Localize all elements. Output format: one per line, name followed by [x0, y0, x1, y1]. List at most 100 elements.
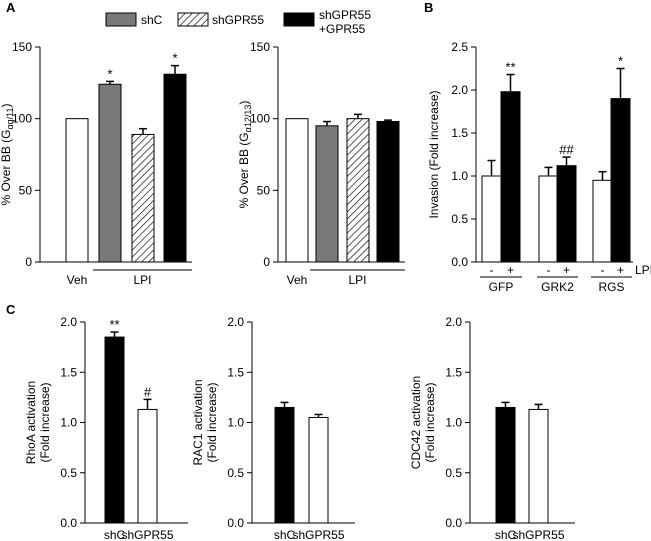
treatment-label: LPI: [635, 263, 651, 277]
y-tick-label: 0.5: [227, 466, 244, 480]
significance-label: *: [107, 66, 112, 81]
y-tick-label: 0: [25, 255, 32, 269]
chart-b-invasion: 0.0 0.5 1.0 1.5 2.0 2.5 ** ## * Invasion (Fold in…: [427, 40, 651, 294]
y-tick-label: 0.5: [60, 466, 77, 480]
significance-label: *: [172, 51, 177, 66]
y-tick-label: 0.0: [451, 255, 468, 269]
y-tick-label: 2.0: [451, 83, 468, 97]
bar: [610, 98, 631, 263]
y-tick-label: 2.0: [60, 315, 77, 329]
x-group-label: Veh: [67, 273, 88, 287]
y-axis-label: RhoA activation: [24, 381, 38, 464]
bar: [315, 125, 339, 263]
y-tick-label: 0.0: [60, 516, 77, 530]
treatment-sign: -: [601, 263, 605, 277]
y-tick-label: 1.5: [227, 365, 244, 379]
bar: [346, 118, 370, 263]
y-axis-label: RAC1 activation: [191, 379, 205, 465]
y-axis-label-line2: (Fold increase): [38, 382, 52, 462]
legend-swatch-shgpr55: [177, 12, 209, 27]
panel-label-c: C: [6, 302, 16, 317]
y-tick-label: 2.5: [451, 40, 468, 54]
x-group-label: LPI: [133, 273, 151, 287]
y-tick-label: 150: [12, 40, 32, 54]
y-tick-label: 0.5: [445, 466, 462, 480]
treatment-sign: -: [547, 263, 551, 277]
y-tick-label: 0: [263, 255, 270, 269]
bar: [98, 83, 122, 263]
y-tick-label: 1.0: [445, 416, 462, 430]
bar: [538, 175, 559, 263]
y-axis-label: Invasion (Fold increase): [427, 90, 441, 218]
bar: [274, 406, 295, 524]
chart-c-cdc42: 0.0 0.5 1.0 1.5 2.0 CDC42 activation (Fold inc…: [409, 315, 575, 541]
bar: [481, 175, 502, 263]
y-axis-label-line2: (Fold increase): [423, 382, 437, 462]
bar: [308, 416, 329, 524]
y-axis-label: % Over BB (Gαq/11): [0, 103, 15, 205]
bar: [131, 133, 155, 263]
x-group-label: Veh: [287, 273, 308, 287]
legend-label-shgpr55-gpr55: shGPR55: [319, 8, 371, 22]
x-group-label: RGS: [598, 280, 624, 294]
legend-label-shgpr55: shGPR55: [212, 13, 264, 27]
significance-label: **: [109, 317, 119, 332]
legend-label-shgpr55-gpr55-line2: +GPR55: [319, 22, 366, 36]
bar: [495, 406, 516, 524]
legend: shC shGPR55 shGPR55 +GPR55: [105, 8, 371, 36]
x-group-label: LPI: [348, 273, 366, 287]
chart-c-rac1: 0.0 0.5 1.0 1.5 2.0 RAC1 activation (Fold incr…: [191, 315, 355, 541]
y-tick-label: 150: [250, 40, 270, 54]
y-tick-label: 1.5: [445, 365, 462, 379]
chart-a-ga1213: 0 50 100 150 % Over BB (Gα12/13) Veh LPI: [237, 40, 405, 287]
bar: [376, 121, 400, 263]
significance-label: ##: [559, 142, 574, 157]
treatment-sign: +: [617, 263, 624, 277]
x-tick-label: shC: [274, 528, 296, 541]
significance-label: #: [144, 384, 152, 399]
y-tick-label: 0.5: [451, 212, 468, 226]
y-tick-label: 1.0: [227, 416, 244, 430]
x-tick-label: shC: [495, 528, 517, 541]
chart-c-rhoa: 0.0 0.5 1.0 1.5 2.0 ** # RhoA activation (Fold i…: [24, 315, 188, 541]
bar: [163, 73, 187, 263]
bar: [137, 408, 158, 524]
x-group-label: GRK2: [541, 280, 574, 294]
y-tick-label: 1.5: [60, 365, 77, 379]
y-tick-label: 0.0: [445, 516, 462, 530]
panel-label-b: B: [424, 0, 433, 15]
y-tick-label: 1.0: [451, 169, 468, 183]
significance-label: **: [505, 60, 515, 75]
bar: [285, 118, 309, 263]
legend-swatch-shc: [105, 12, 137, 27]
y-tick-label: 0.0: [227, 516, 244, 530]
bar: [528, 408, 549, 524]
significance-label: *: [618, 54, 623, 69]
x-tick-label: shGPR55: [292, 528, 344, 541]
treatment-sign: +: [507, 263, 514, 277]
y-axis-label: CDC42 activation: [409, 376, 423, 469]
legend-swatch-shgpr55-gpr55: [283, 12, 315, 27]
y-tick-label: 100: [250, 112, 270, 126]
panel-label-a: A: [6, 0, 16, 15]
treatment-sign: -: [490, 263, 494, 277]
x-tick-label: shGPR55: [121, 528, 173, 541]
bar: [65, 118, 89, 263]
x-tick-label: shGPR55: [512, 528, 564, 541]
y-tick-label: 1.0: [60, 416, 77, 430]
bar: [104, 336, 125, 524]
y-tick-label: 50: [19, 183, 33, 197]
y-tick-label: 50: [257, 183, 271, 197]
treatment-sign: +: [563, 263, 570, 277]
y-tick-label: 1.5: [451, 126, 468, 140]
y-tick-label: 100: [12, 112, 32, 126]
y-axis-label: % Over BB (Gα12/13): [237, 101, 253, 209]
legend-label-shc: shC: [141, 13, 163, 27]
y-tick-label: 2.0: [227, 315, 244, 329]
x-group-label: GFP: [489, 280, 514, 294]
y-tick-label: 2.0: [445, 315, 462, 329]
x-tick-label: shC: [104, 528, 126, 541]
bar: [556, 165, 577, 263]
bar: [500, 91, 521, 263]
